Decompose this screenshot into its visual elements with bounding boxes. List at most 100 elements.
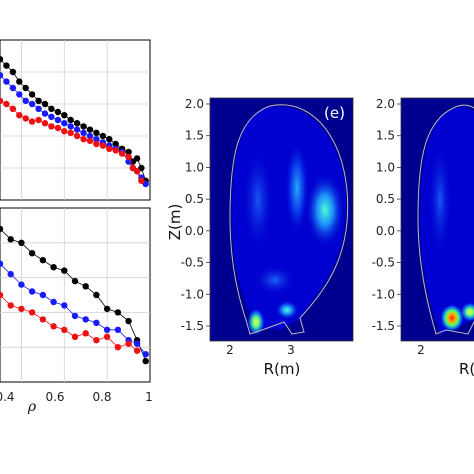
top-panel-frame xyxy=(0,39,151,201)
data-point xyxy=(67,129,74,136)
data-point xyxy=(39,291,47,299)
data-point xyxy=(73,132,81,140)
data-point xyxy=(112,140,119,148)
data-point xyxy=(86,137,94,144)
data-point xyxy=(71,333,79,340)
data-point xyxy=(80,136,87,143)
data-point xyxy=(67,116,74,124)
x-tick-label: 0.8 xyxy=(92,390,111,404)
data-point xyxy=(16,91,23,98)
data-point xyxy=(61,326,68,333)
data-point xyxy=(106,136,113,143)
data-point xyxy=(3,62,10,69)
y-tick-label: -0.5 xyxy=(181,256,204,270)
emission-divertor-hot xyxy=(440,304,464,332)
data-point xyxy=(125,148,132,156)
data-point xyxy=(39,257,47,264)
y-tick-label: -0.5 xyxy=(372,256,395,270)
data-point xyxy=(28,288,36,295)
data-point xyxy=(7,302,14,309)
data-point xyxy=(0,72,4,79)
data-point xyxy=(0,260,4,267)
data-point xyxy=(82,316,89,323)
data-point xyxy=(114,326,122,333)
emission-divertor-outer xyxy=(275,300,299,320)
data-point xyxy=(9,68,17,76)
vessel-wall xyxy=(417,104,474,335)
y-tick-label: -1.5 xyxy=(181,319,204,333)
vessel-wall xyxy=(229,104,349,335)
heatmap-panel-f: 2.0 1.5 1.0 0.5 0.0 -0.5 -1.0 -1.5 2 R(m xyxy=(372,97,474,378)
data-point xyxy=(9,84,17,92)
data-point xyxy=(18,305,25,313)
bottom-panel-grid xyxy=(0,208,150,382)
y-tick-label: -1.0 xyxy=(181,287,204,301)
data-point xyxy=(16,112,23,119)
bottom-panel-series xyxy=(0,225,149,365)
data-point xyxy=(86,126,94,133)
data-point xyxy=(73,120,81,127)
data-point xyxy=(114,344,122,351)
x-tick-label: 3 xyxy=(287,343,295,357)
data-point xyxy=(50,264,57,271)
emission-inboard xyxy=(428,140,452,260)
data-point xyxy=(106,145,113,152)
data-point xyxy=(114,309,122,316)
y-tick-label: -1.0 xyxy=(372,287,395,301)
top-panel-series xyxy=(0,56,149,188)
data-point xyxy=(103,326,111,333)
data-point xyxy=(82,283,89,290)
x-axis-label-r-partial: R(m xyxy=(459,360,474,378)
data-point xyxy=(35,97,42,105)
data-point xyxy=(48,123,55,130)
data-point xyxy=(142,357,149,365)
data-point xyxy=(142,351,149,358)
data-point xyxy=(93,337,100,344)
y-tick-label: 1.0 xyxy=(376,160,395,174)
y-tick-label: 0.0 xyxy=(185,224,204,238)
panel-label-e: (e) xyxy=(324,104,345,122)
data-point xyxy=(99,132,107,140)
data-point xyxy=(61,112,68,119)
data-point xyxy=(41,120,49,127)
heatmap-panel-e: (e) 2.0 1.5 1.0 0.5 0.0 -0.5 -1.0 -1.5 2 3 R(m)… xyxy=(166,97,354,378)
data-point xyxy=(67,123,74,130)
data-point xyxy=(48,113,55,121)
data-point xyxy=(71,277,79,285)
data-point xyxy=(28,91,36,98)
data-point xyxy=(82,330,89,337)
data-point xyxy=(50,323,57,330)
data-point xyxy=(18,281,25,288)
data-point xyxy=(93,140,100,148)
y-tick-label: 2.0 xyxy=(376,97,395,111)
data-point xyxy=(0,225,4,233)
data-point xyxy=(28,118,36,125)
data-point xyxy=(93,319,100,326)
data-point xyxy=(93,136,100,143)
x-tick-label: 0.6 xyxy=(45,390,64,404)
bottom-line-panel: 0.4 0.6 0.8 1 ρ xyxy=(0,207,153,415)
data-point xyxy=(28,100,36,108)
data-point xyxy=(103,333,111,340)
x-axis-label-r: R(m) xyxy=(264,360,301,378)
y-axis-label-z: Z(m) xyxy=(166,204,184,241)
data-point xyxy=(133,155,141,162)
x-tick-label: 0.4 xyxy=(0,390,15,404)
data-point xyxy=(133,347,141,354)
data-point xyxy=(112,147,119,154)
data-point xyxy=(18,239,25,246)
y-tick-label: 0.5 xyxy=(376,192,395,206)
data-point xyxy=(22,97,29,105)
data-point xyxy=(9,105,17,113)
data-point xyxy=(0,291,4,299)
y-tick-label: 1.5 xyxy=(376,129,395,143)
bottom-panel-frame xyxy=(0,207,151,383)
data-point xyxy=(22,115,29,122)
y-tick-label: 1.0 xyxy=(185,160,204,174)
data-point xyxy=(0,97,4,104)
data-point xyxy=(71,312,79,320)
data-point xyxy=(7,270,14,278)
data-point xyxy=(54,116,62,124)
x-tick-label: 2 xyxy=(226,343,234,357)
heatmap-frame xyxy=(209,97,354,342)
